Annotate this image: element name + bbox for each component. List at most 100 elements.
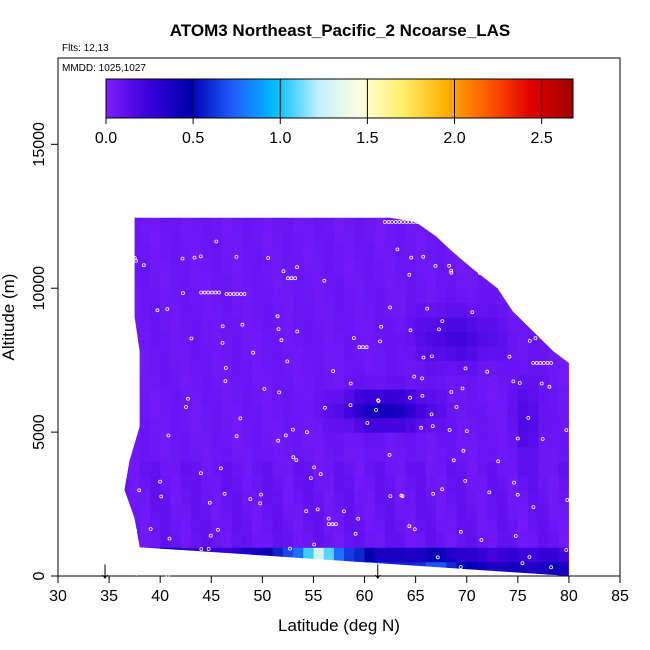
heatmap-cell bbox=[211, 317, 223, 332]
sample-point bbox=[189, 336, 194, 341]
heatmap-cell bbox=[344, 504, 355, 520]
heatmap-cell bbox=[568, 460, 569, 476]
heatmap-cell bbox=[568, 360, 569, 376]
heatmap-cell bbox=[374, 532, 386, 548]
sample-point bbox=[133, 258, 138, 263]
heatmap-cell bbox=[293, 317, 304, 332]
heatmap-cell bbox=[293, 331, 304, 347]
heatmap-cell bbox=[568, 374, 569, 390]
heatmap-cell bbox=[487, 245, 498, 261]
heatmap-cell bbox=[170, 403, 182, 419]
heatmap-cell bbox=[385, 317, 396, 332]
heatmap-cell bbox=[170, 217, 182, 232]
heatmap-cell bbox=[170, 532, 182, 548]
heatmap-cell bbox=[466, 504, 478, 520]
heatmap-cell bbox=[313, 288, 325, 304]
heatmap-cell bbox=[425, 230, 437, 246]
heatmap-cell bbox=[333, 432, 345, 448]
heatmap-cell bbox=[150, 489, 161, 505]
heatmap-cell bbox=[385, 547, 396, 555]
heatmap-cell bbox=[303, 360, 314, 376]
heatmap-cell bbox=[190, 403, 202, 419]
heatmap-cell bbox=[252, 417, 263, 433]
heatmap-cell bbox=[395, 259, 406, 275]
heatmap-cell bbox=[487, 360, 498, 376]
heatmap-cell bbox=[293, 388, 304, 404]
heatmap-cell bbox=[139, 388, 151, 404]
heatmap-cell bbox=[282, 554, 294, 563]
heatmap-cell bbox=[231, 230, 243, 246]
sample-point bbox=[305, 566, 310, 571]
heatmap-cell bbox=[466, 230, 478, 246]
heatmap-cell bbox=[190, 230, 202, 246]
heatmap-cell bbox=[139, 245, 151, 261]
sample-point bbox=[408, 395, 413, 400]
heatmap-cell bbox=[446, 259, 458, 275]
heatmap-cell bbox=[395, 504, 406, 520]
heatmap-cell bbox=[374, 388, 386, 404]
heatmap-cell bbox=[282, 568, 294, 576]
heatmap-cell bbox=[303, 475, 314, 491]
heatmap-cell bbox=[436, 273, 447, 289]
sample-point bbox=[388, 305, 393, 310]
heatmap-cell bbox=[303, 388, 314, 404]
heatmap-cell bbox=[211, 518, 223, 534]
x-tick-label: 40 bbox=[151, 588, 169, 605]
heatmap-cell bbox=[415, 460, 427, 476]
heatmap-cell bbox=[436, 460, 447, 476]
heatmap-cell bbox=[538, 532, 550, 548]
heatmap-cell bbox=[211, 554, 223, 563]
heatmap-cell bbox=[425, 518, 437, 534]
heatmap-cell bbox=[303, 345, 314, 361]
heatmap-cell bbox=[517, 518, 529, 534]
heatmap-cell bbox=[487, 460, 498, 476]
sample-point bbox=[412, 527, 417, 532]
heatmap-cell bbox=[558, 374, 569, 390]
heatmap-cell bbox=[476, 403, 488, 419]
heatmap-cell bbox=[272, 388, 284, 404]
heatmap-cell bbox=[374, 518, 386, 534]
heatmap-cell bbox=[466, 217, 478, 232]
heatmap-cell bbox=[333, 547, 345, 555]
heatmap-cell bbox=[395, 403, 406, 419]
heatmap-cell bbox=[395, 554, 406, 563]
heatmap-cell bbox=[517, 388, 529, 404]
heatmap-cell bbox=[180, 217, 192, 232]
heatmap-cell bbox=[507, 345, 519, 361]
sample-point bbox=[199, 290, 204, 295]
heatmap-cell bbox=[558, 345, 569, 361]
sample-point bbox=[322, 278, 327, 283]
heatmap-cell bbox=[129, 345, 141, 361]
heatmap-cell bbox=[180, 288, 192, 304]
heatmap-cell bbox=[124, 432, 131, 448]
heatmap-cell bbox=[466, 245, 478, 261]
sample-point bbox=[420, 376, 425, 381]
heatmap-cell bbox=[497, 374, 509, 390]
heatmap-cell bbox=[221, 568, 233, 576]
heatmap-cell bbox=[313, 360, 325, 376]
heatmap-cell bbox=[231, 317, 243, 332]
heatmap-cell bbox=[252, 532, 263, 548]
sample-point bbox=[294, 458, 299, 463]
heatmap-cell bbox=[548, 504, 560, 520]
heatmap-cell bbox=[395, 532, 406, 548]
heatmap-cell bbox=[282, 388, 294, 404]
heatmap-cell bbox=[517, 532, 529, 548]
heatmap-cell bbox=[558, 460, 569, 476]
heatmap-cell bbox=[180, 547, 192, 555]
heatmap-cell bbox=[517, 288, 529, 304]
heatmap-cell bbox=[487, 230, 498, 246]
heatmap-cell bbox=[180, 446, 192, 462]
heatmap-cell bbox=[568, 568, 569, 576]
heatmap-cell bbox=[262, 532, 274, 548]
heatmap-cell bbox=[538, 561, 550, 570]
x-tick-label: 50 bbox=[253, 588, 271, 605]
heatmap-cell bbox=[221, 532, 233, 548]
heatmap-cell bbox=[354, 460, 366, 476]
heatmap-cell bbox=[476, 518, 488, 534]
heatmap-cell bbox=[548, 475, 560, 491]
heatmap-cell bbox=[201, 388, 212, 404]
heatmap-cell bbox=[528, 518, 539, 534]
heatmap-cell bbox=[293, 345, 304, 361]
sample-point bbox=[213, 290, 218, 295]
